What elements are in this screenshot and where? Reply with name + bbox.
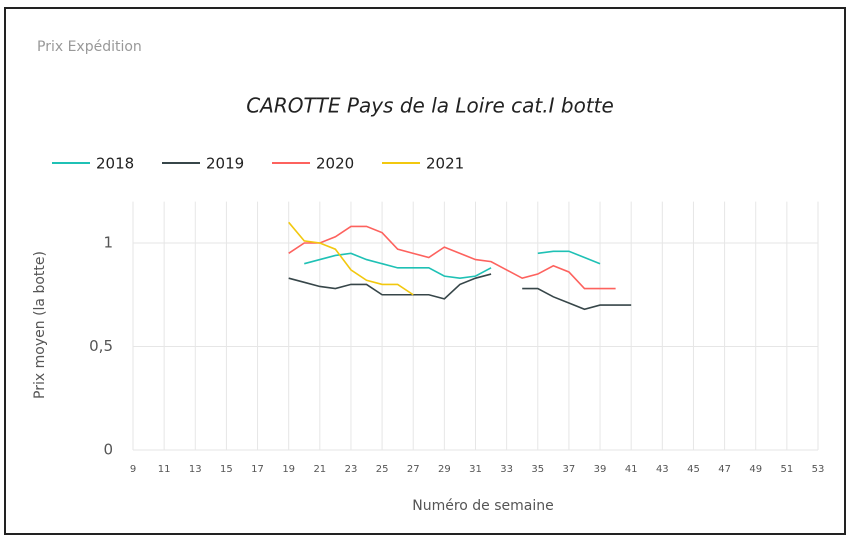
x-tick-label: 29	[438, 464, 451, 475]
y-tick-label: 0	[103, 441, 113, 459]
x-tick-label: 41	[625, 464, 638, 475]
y-tick-label: 0,5	[89, 337, 113, 355]
x-tick-label: 53	[812, 464, 825, 475]
y-axis-label: Prix moyen (la botte)	[32, 251, 48, 399]
x-tick-label: 39	[594, 464, 607, 475]
x-tick-label: 21	[313, 464, 326, 475]
header: Prix Expédition	[37, 39, 142, 55]
x-tick-label: 23	[345, 464, 358, 475]
x-tick-label: 47	[718, 464, 731, 475]
x-tick-label: 43	[656, 464, 669, 475]
x-tick-label: 35	[531, 464, 544, 475]
x-tick-label: 17	[251, 464, 264, 475]
x-tick-label: 19	[282, 464, 295, 475]
x-tick-label: 25	[376, 464, 389, 475]
series-line	[288, 225, 616, 290]
series-line	[288, 221, 414, 296]
x-tick-label: 33	[500, 464, 513, 475]
x-tick-label: 51	[780, 464, 793, 475]
x-tick-label: 13	[189, 464, 202, 475]
legend-label: 2018	[96, 155, 134, 173]
x-tick-label: 45	[687, 464, 700, 475]
x-tick-label: 11	[158, 464, 171, 475]
x-tick-label: 31	[469, 464, 482, 475]
series-line	[304, 250, 601, 279]
x-tick-label: 27	[407, 464, 420, 475]
x-tick-label: 9	[130, 464, 136, 475]
series-line	[288, 273, 632, 311]
legend-label: 2021	[426, 155, 464, 173]
legend-label: 2019	[206, 155, 244, 173]
x-tick-label: 15	[220, 464, 233, 475]
x-tick-label: 37	[563, 464, 576, 475]
y-tick-label: 1	[103, 234, 113, 252]
x-axis-label: Numéro de semaine	[412, 498, 554, 514]
chart-title: CAROTTE Pays de la Loire cat.I botte	[246, 94, 614, 118]
legend-label: 2020	[316, 155, 354, 173]
x-tick-label: 49	[749, 464, 762, 475]
card-border	[4, 7, 846, 535]
